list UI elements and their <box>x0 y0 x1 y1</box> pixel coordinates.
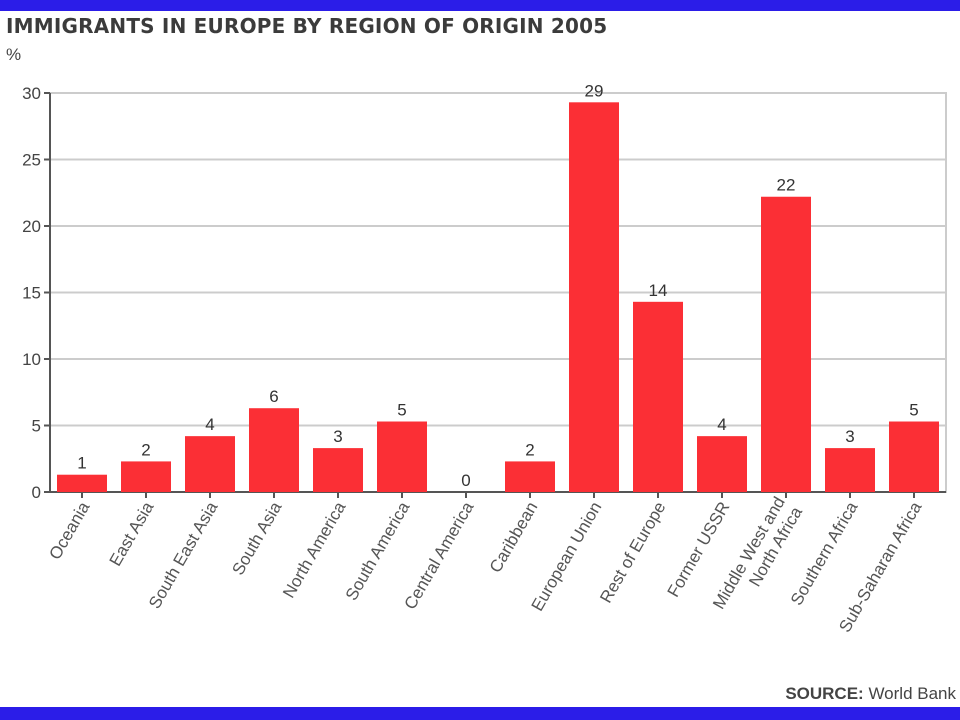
y-tick-label: 0 <box>32 483 41 502</box>
bar[interactable] <box>569 102 619 492</box>
data-label: 14 <box>649 281 668 300</box>
bottom-band <box>0 707 960 720</box>
bar[interactable] <box>185 436 235 492</box>
category-label-line: South Asia <box>228 498 285 578</box>
data-label: 0 <box>461 471 470 490</box>
category-label: Central America <box>401 498 478 613</box>
source-note: SOURCE: World Bank <box>785 684 956 704</box>
category-label-line: North America <box>279 498 350 601</box>
bar[interactable] <box>57 474 107 492</box>
category-label-line: Caribbean <box>486 499 542 576</box>
category-label: North America <box>279 498 350 601</box>
data-label: 4 <box>205 415 214 434</box>
bar[interactable] <box>121 461 171 492</box>
category-label-line: East Asia <box>106 498 158 569</box>
data-label: 1 <box>77 454 86 473</box>
data-label: 22 <box>777 176 796 195</box>
bar[interactable] <box>761 196 811 493</box>
y-tick-label: 25 <box>22 151 41 170</box>
category-label-line: South East Asia <box>145 498 222 612</box>
data-label: 29 <box>585 81 604 100</box>
bar[interactable] <box>377 421 427 492</box>
category-label: South East Asia <box>145 498 222 612</box>
data-label: 2 <box>525 440 534 459</box>
data-label: 6 <box>269 387 278 406</box>
category-label-line: Rest of Europe <box>596 499 669 607</box>
category-label-line: European Union <box>528 499 606 615</box>
bar[interactable] <box>313 448 363 492</box>
data-label: 5 <box>397 401 406 420</box>
category-label: South Asia <box>228 498 285 578</box>
category-label: Caribbean <box>486 499 542 576</box>
bar[interactable] <box>889 421 939 492</box>
bar[interactable] <box>825 448 875 492</box>
bar[interactable] <box>633 301 683 492</box>
y-tick-label: 15 <box>22 284 41 303</box>
category-label: European Union <box>528 499 606 615</box>
data-label: 5 <box>909 401 918 420</box>
data-label: 4 <box>717 415 726 434</box>
category-label-line: Oceania <box>45 498 93 563</box>
bar[interactable] <box>505 461 555 492</box>
category-label: East Asia <box>106 498 158 569</box>
category-label-line: South America <box>342 498 414 604</box>
category-label: Rest of Europe <box>596 499 669 607</box>
source-key: SOURCE: <box>785 684 864 703</box>
category-label: South America <box>342 498 414 604</box>
y-tick-label: 20 <box>22 217 41 236</box>
y-tick-label: 30 <box>22 84 41 103</box>
data-label: 2 <box>141 440 150 459</box>
data-label: 3 <box>845 427 854 446</box>
y-tick-label: 10 <box>22 350 41 369</box>
data-label: 3 <box>333 427 342 446</box>
category-label-line: Central America <box>401 498 478 613</box>
category-label: Oceania <box>45 498 93 563</box>
y-tick-label: 5 <box>32 417 41 436</box>
bar[interactable] <box>249 408 299 492</box>
chart-title: IMMIGRANTS IN EUROPE BY REGION OF ORIGIN… <box>6 14 608 38</box>
source-value: World Bank <box>863 684 956 703</box>
bar[interactable] <box>697 436 747 492</box>
top-band <box>0 0 960 11</box>
y-axis-label: % <box>6 45 21 64</box>
